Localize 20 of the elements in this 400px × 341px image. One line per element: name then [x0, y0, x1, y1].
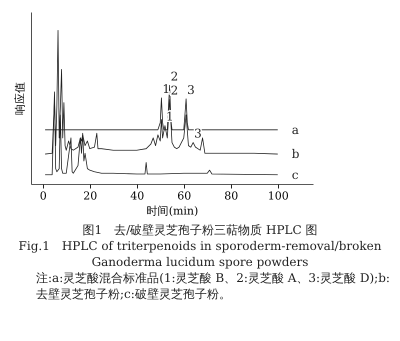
series-label: a — [292, 122, 299, 137]
y-axis-title: 响应值 — [14, 82, 26, 115]
series-label: b — [292, 147, 300, 162]
x-tick-label: 100 — [268, 190, 289, 202]
series-label: c — [292, 168, 299, 182]
x-axis-title: 时间(min) — [146, 204, 198, 218]
x-tick-label: 40 — [130, 190, 144, 202]
text: 注:a:灵芝酸混合标准品(1:灵芝酸 B、2:灵芝酸 A、3:灵芝酸 D);b:去壁灵芝孢子粉;c:破壁灵芝孢子粉。 — [35, 270, 391, 302]
x-tick-label: 60 — [177, 190, 192, 202]
annotation: 3 — [187, 82, 195, 97]
text: Fig.1 HPLC of triterpenoids in sporoderm-removal/broken Ganoderma lucidum spore powders — [18, 238, 382, 270]
annotation: 1 — [162, 82, 170, 96]
x-tick-label: 20 — [83, 190, 98, 202]
x-tick-label: 0 — [40, 190, 47, 202]
annotation: 2 — [170, 84, 178, 98]
x-tick-label: 80 — [224, 190, 238, 202]
annotation: 2 — [170, 69, 178, 84]
annotation: 3 — [194, 126, 202, 141]
annotation: 1 — [166, 110, 174, 124]
text: 图1 去/破壁灵芝孢子粉三萜物质 HPLC 图 — [82, 222, 318, 238]
